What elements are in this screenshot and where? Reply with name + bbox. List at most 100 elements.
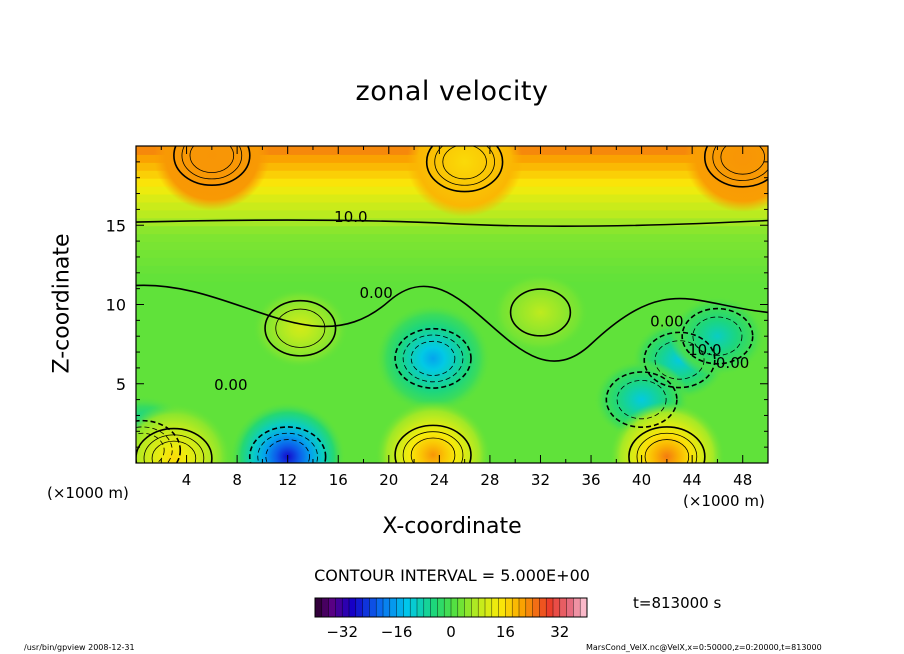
field-band (136, 233, 768, 243)
x-unit-right: (×1000 m) (683, 492, 765, 510)
colorbar-cell (437, 598, 445, 617)
contour-line (605, 371, 678, 429)
colorbar-cell (423, 598, 432, 617)
colorbar-cell (430, 598, 438, 617)
contour-line (173, 146, 251, 187)
colorbar-cell (403, 598, 411, 617)
colorbar-cell (559, 598, 568, 617)
contour-line (410, 437, 456, 463)
contour-line (248, 426, 327, 463)
field-band (136, 288, 768, 298)
contour-line (616, 379, 667, 420)
contour-label: 10.0 (688, 341, 721, 359)
field-feature (492, 272, 589, 353)
contour-line (394, 424, 472, 463)
colorbar-cell (457, 598, 466, 617)
colorbar-cell (376, 598, 384, 617)
field-feature (153, 146, 270, 211)
contour-line (509, 288, 572, 337)
colorbar-cell (505, 598, 513, 617)
contour-label: 0.00 (716, 354, 749, 372)
x-tick-label: 24 (430, 471, 449, 489)
field-band (136, 296, 768, 306)
y-tick-label: 5 (116, 375, 126, 394)
colorbar-cell (355, 598, 364, 617)
field-band (136, 225, 768, 235)
time-label: t=813000 s (633, 594, 722, 612)
field-feature (608, 401, 725, 463)
colorbar-cell (478, 598, 486, 617)
contour-label: 0.00 (650, 313, 683, 331)
colorbar-cell (444, 598, 452, 617)
contour-line (692, 316, 743, 356)
x-tick-label: 28 (480, 471, 499, 489)
chart-title: zonal velocity (355, 76, 549, 107)
contour-line (136, 432, 165, 463)
contour-line (703, 146, 768, 188)
colorbar-cell (553, 598, 561, 617)
colorbar-cell (464, 598, 472, 617)
field-band (136, 241, 768, 251)
footer-right: MarsCond_VelX.nc@VelX,x=0:50000,z=0:2000… (586, 643, 822, 652)
colorbar-cell (525, 598, 534, 617)
colorbar-cell (342, 598, 350, 617)
colorbar-cell (362, 598, 370, 617)
colorbar-cell (410, 598, 418, 617)
colorbar-cell (369, 598, 377, 617)
contour-line (189, 146, 235, 174)
field-band (136, 256, 768, 266)
contour-line (394, 327, 472, 389)
colorbar-cell (451, 598, 459, 617)
colorbar-cell (491, 598, 500, 617)
colorbar-frame (314, 597, 588, 618)
y-tick-label: 15 (106, 216, 126, 235)
contour-line (143, 434, 205, 463)
contour-line (257, 432, 318, 463)
colorbar-cell (519, 598, 527, 617)
colorbar-cell (321, 598, 330, 617)
field-band (136, 272, 768, 282)
x-tick-label: 32 (531, 471, 550, 489)
contour-line (628, 426, 706, 463)
y-axis-label: Z-coordinate (49, 233, 75, 374)
contour-line (136, 419, 182, 463)
colorbar-cell (580, 598, 588, 617)
colorbar-cell (328, 598, 336, 617)
x-tick-label: 16 (329, 471, 348, 489)
colorbar-cell (512, 598, 520, 617)
contour-line (442, 146, 487, 180)
contour-line (410, 340, 456, 376)
colorbar-cell (498, 598, 506, 617)
y-tick-label: 10 (106, 296, 126, 315)
colorbar-tick-label: 0 (446, 623, 456, 641)
colorbar-cell (566, 598, 574, 617)
contour-line (136, 427, 213, 463)
colorbar-cell (315, 598, 323, 617)
colorbar-cell (396, 598, 404, 617)
contour-line (402, 334, 464, 383)
contour-label: 0.00 (359, 284, 392, 302)
field-feature (684, 146, 768, 213)
contour-line (136, 426, 173, 463)
contour-line-zero (136, 284, 768, 362)
contour-line (720, 146, 765, 175)
colorbar-cell (573, 598, 581, 617)
colorbar-tick-label: 16 (496, 623, 515, 641)
field-band (136, 264, 768, 274)
field-feature (136, 403, 232, 463)
contour-line (654, 340, 705, 380)
contour-label: 10.0 (334, 208, 367, 226)
colorbar-cell (417, 598, 425, 617)
footer-left: /usr/bin/gpview 2008-12-31 (24, 643, 135, 652)
colorbar-tick-label: −32 (326, 623, 358, 641)
x-tick-label: 44 (683, 471, 702, 489)
colorbar-cell (383, 598, 391, 617)
contour-line (151, 440, 197, 463)
field-feature (375, 400, 492, 463)
colorbar-cell (485, 598, 493, 617)
x-axis-label: X-coordinate (382, 514, 522, 539)
contour-line (425, 146, 504, 193)
colorbar-cell (546, 598, 554, 617)
contour-line (712, 146, 768, 181)
